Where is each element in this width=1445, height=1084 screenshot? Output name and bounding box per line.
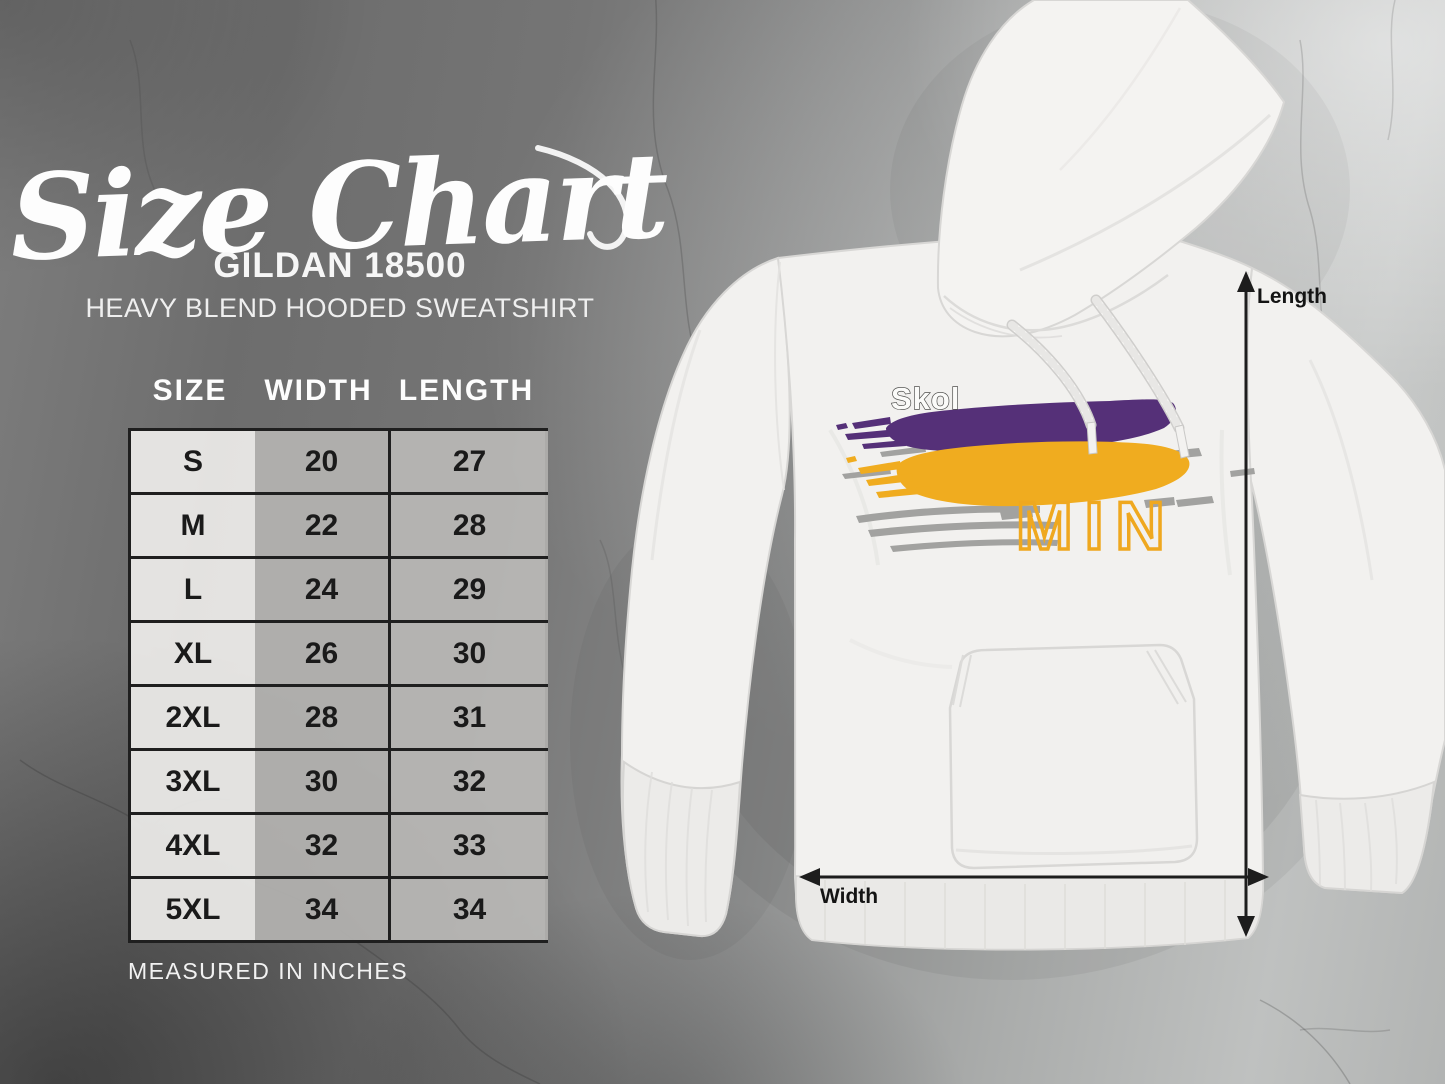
hoodie-body bbox=[774, 230, 1264, 951]
width-cell: 34 bbox=[255, 879, 388, 940]
product-name: HEAVY BLEND HOODED SWEATSHIRT bbox=[85, 293, 595, 323]
purple-brush-stroke bbox=[836, 399, 1176, 452]
width-cell: 24 bbox=[255, 559, 388, 620]
design-text-min: MIN bbox=[1016, 488, 1177, 564]
gold-brush-stroke bbox=[846, 441, 1190, 507]
width-annotation: Width bbox=[799, 868, 1269, 908]
title-swash bbox=[535, 145, 630, 250]
length-cell: 27 bbox=[388, 431, 548, 492]
length-annotation: Length bbox=[1237, 271, 1327, 937]
column-header-size: SIZE bbox=[152, 374, 228, 407]
hem-band bbox=[795, 875, 1264, 951]
length-cell: 31 bbox=[388, 687, 548, 748]
length-cell: 33 bbox=[388, 815, 548, 876]
table-row: 5XL 34 34 bbox=[131, 879, 548, 940]
drawstrings bbox=[1006, 294, 1190, 459]
info-panel: Size Chart GILDAN 18500 HEAVY BLEND HOOD… bbox=[0, 0, 680, 1084]
right-aglet bbox=[1174, 424, 1190, 459]
size-table-header: SIZE WIDTH LENGTH bbox=[128, 374, 548, 408]
size-cell: S bbox=[131, 431, 255, 492]
length-arrowhead-up bbox=[1237, 271, 1255, 292]
length-cell: 28 bbox=[388, 495, 548, 556]
width-arrowhead-right bbox=[1248, 868, 1269, 886]
length-cell: 29 bbox=[388, 559, 548, 620]
size-cell: 4XL bbox=[131, 815, 255, 876]
width-arrowhead-left bbox=[799, 868, 820, 886]
right-cuff bbox=[1298, 780, 1436, 895]
product-model: GILDAN 18500 bbox=[213, 246, 467, 285]
size-cell: XL bbox=[131, 623, 255, 684]
width-cell: 20 bbox=[255, 431, 388, 492]
column-header-width: WIDTH bbox=[264, 374, 373, 407]
chest-graphic: Skol MIN bbox=[836, 380, 1255, 566]
length-cell: 32 bbox=[388, 751, 548, 812]
table-row: 2XL 28 31 bbox=[131, 687, 548, 751]
column-header-length: LENGTH bbox=[398, 374, 535, 407]
width-cell: 32 bbox=[255, 815, 388, 876]
design-text-skol: Skol bbox=[891, 381, 960, 416]
gray-brush-strokes bbox=[842, 446, 1255, 552]
measure-note: MEASURED IN INCHES bbox=[128, 958, 409, 984]
size-cell: M bbox=[131, 495, 255, 556]
table-row: L 24 29 bbox=[131, 559, 548, 623]
table-row: 4XL 32 33 bbox=[131, 815, 548, 879]
length-arrowhead-down bbox=[1237, 916, 1255, 937]
size-table-body: S 20 27 M 22 28 L 24 29 XL 26 30 2XL 28 … bbox=[128, 428, 548, 943]
kangaroo-pocket bbox=[948, 643, 1199, 870]
table-row: M 22 28 bbox=[131, 495, 548, 559]
length-label: Length bbox=[1257, 285, 1327, 308]
size-cell: 5XL bbox=[131, 879, 255, 940]
width-cell: 26 bbox=[255, 623, 388, 684]
length-cell: 30 bbox=[388, 623, 548, 684]
width-cell: 22 bbox=[255, 495, 388, 556]
width-label: Width bbox=[820, 885, 878, 908]
table-row: 3XL 30 32 bbox=[131, 751, 548, 815]
size-cell: 2XL bbox=[131, 687, 255, 748]
hood bbox=[936, 0, 1286, 339]
left-sleeve bbox=[620, 256, 791, 938]
width-cell: 30 bbox=[255, 751, 388, 812]
table-row: S 20 27 bbox=[131, 431, 548, 495]
left-aglet bbox=[1086, 421, 1098, 455]
size-cell: 3XL bbox=[131, 751, 255, 812]
length-cell: 34 bbox=[388, 879, 548, 940]
size-cell: L bbox=[131, 559, 255, 620]
left-cuff bbox=[621, 760, 742, 938]
right-sleeve bbox=[1241, 266, 1445, 895]
table-row: XL 26 30 bbox=[131, 623, 548, 687]
hem-ribbing bbox=[824, 880, 1226, 950]
width-cell: 28 bbox=[255, 687, 388, 748]
